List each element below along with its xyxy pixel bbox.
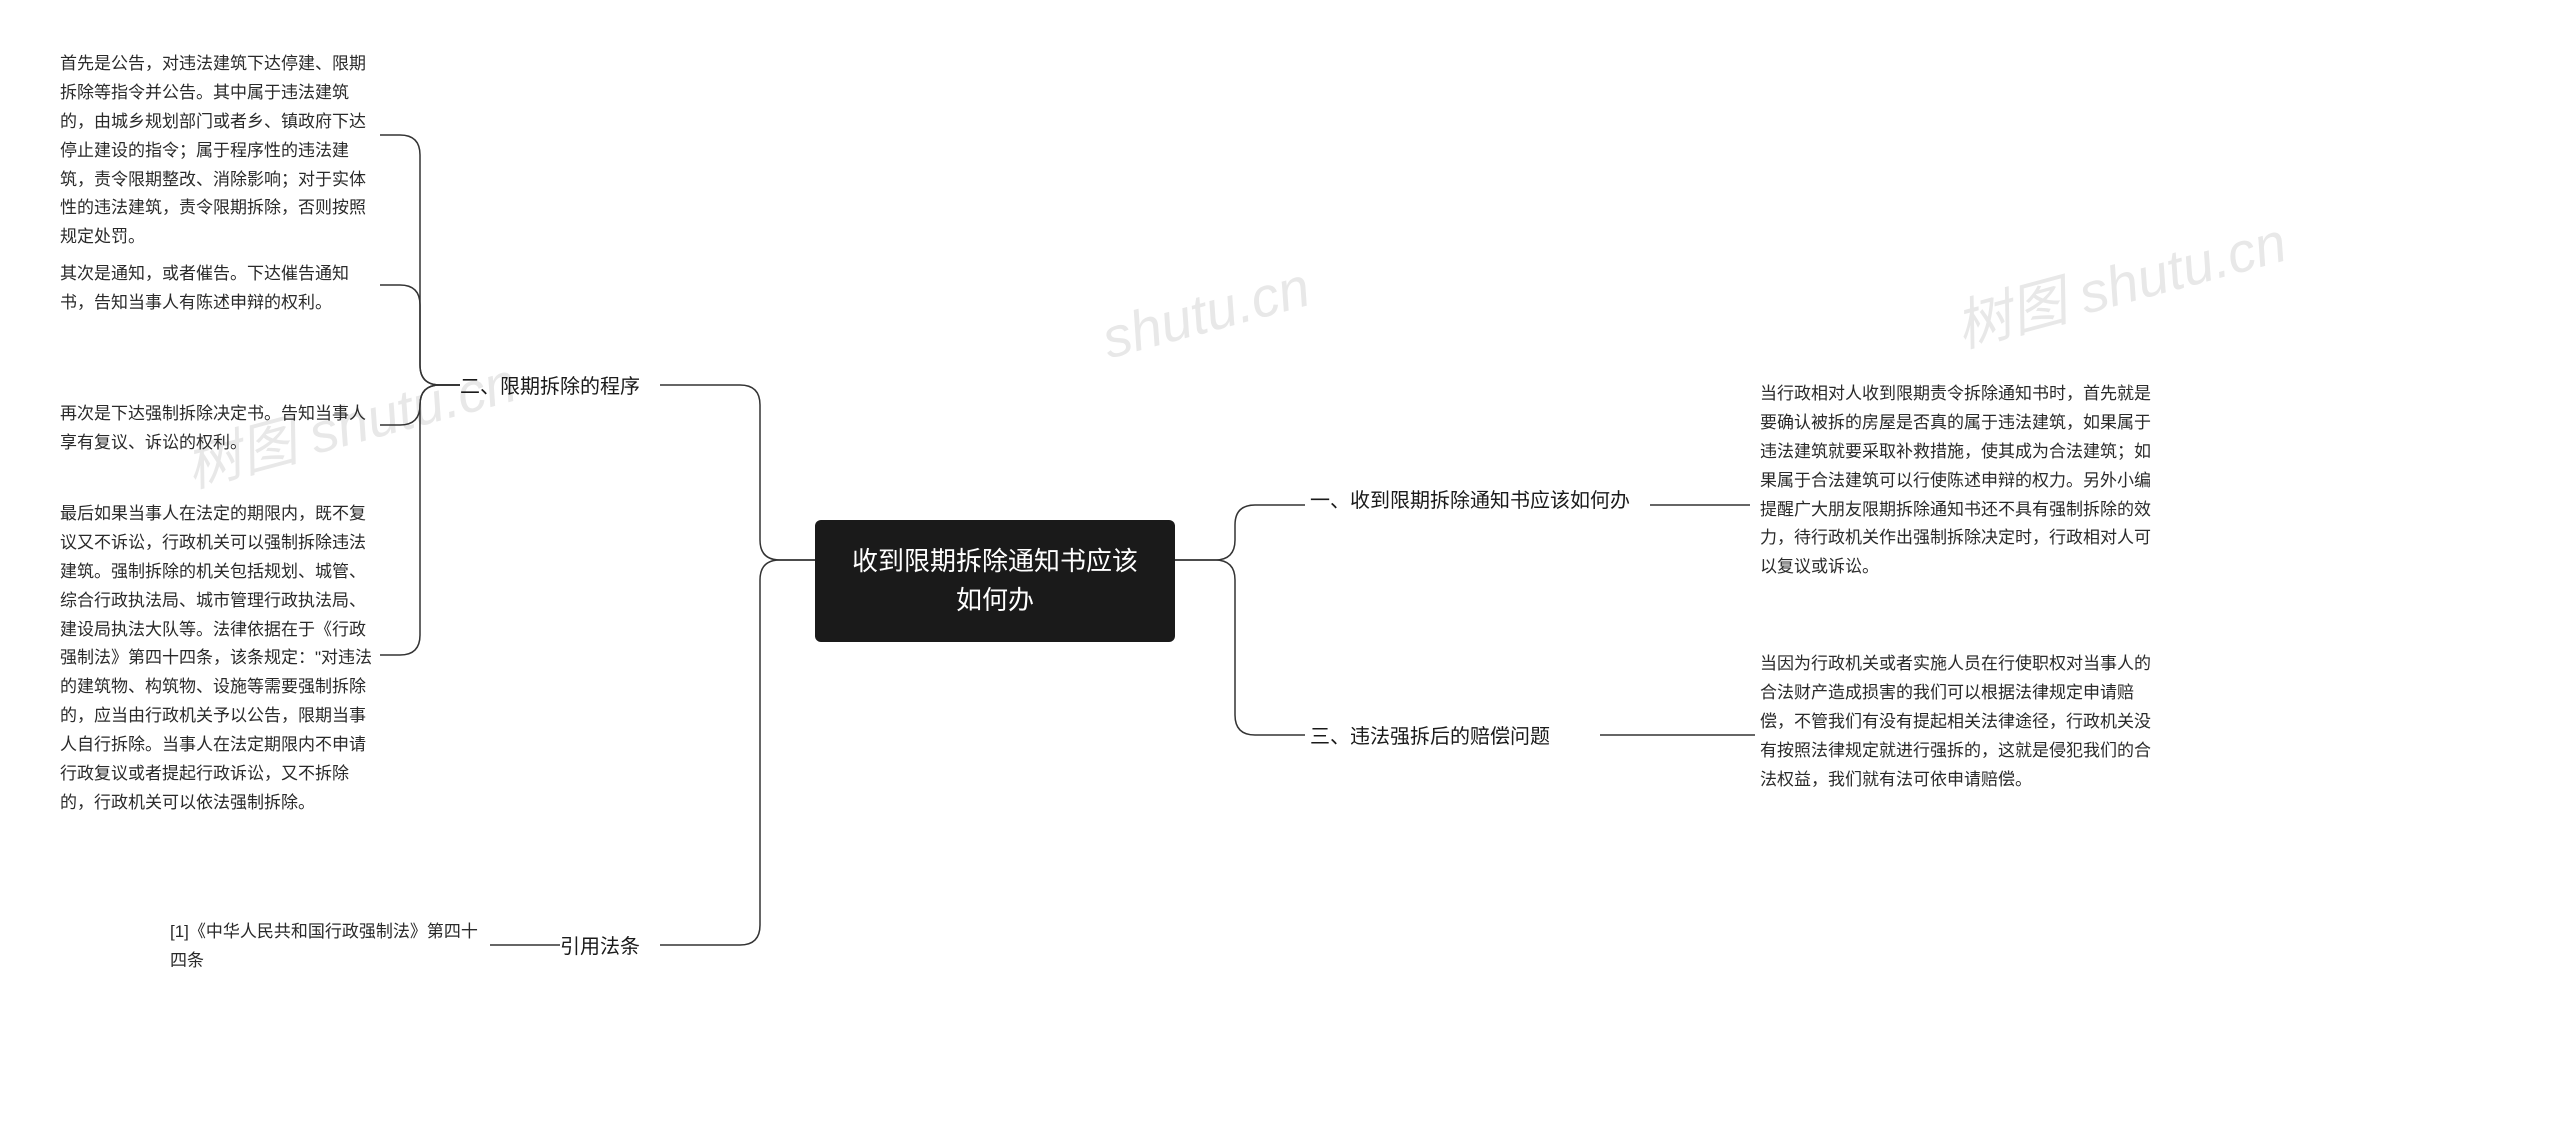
connector-branch1-detail [1650,495,1760,515]
branch-ref-label: 引用法条 [560,932,660,962]
connector-branch3-detail [1600,725,1760,745]
connector-center-left [660,380,820,960]
branch-2-detail-1: 首先是公告，对违法建筑下达停建、限期拆除等指令并公告。其中属于违法建筑的，由城乡… [60,50,380,252]
center-title-line2: 如何办 [851,581,1139,620]
watermark-3: 树图 shutu.cn [1945,197,2294,363]
branch-1-label: 一、收到限期拆除通知书应该如何办 [1310,486,1650,516]
branch-3-label: 三、违法强拆后的赔偿问题 [1310,722,1600,752]
connector-branch2-details [380,130,470,690]
connector-ref-detail [490,935,565,955]
branch-ref-detail: [1]《中华人民共和国行政强制法》第四十四条 [170,918,490,976]
watermark-2: shutu.cn [1095,254,1316,372]
branch-1-detail: 当行政相对人收到限期责令拆除通知书时，首先就是要确认被拆的房屋是否真的属于违法建… [1760,380,2160,582]
connector-center-right [1175,500,1335,760]
branch-2-detail-4: 最后如果当事人在法定的期限内，既不复议又不诉讼，行政机关可以强制拆除违法建筑。强… [60,500,380,818]
branch-2-label: 二、限期拆除的程序 [460,372,670,402]
center-title-line1: 收到限期拆除通知书应该 [851,542,1139,581]
branch-2-detail-2: 其次是通知，或者催告。下达催告通知书，告知当事人有陈述申辩的权利。 [60,260,380,318]
center-node: 收到限期拆除通知书应该 如何办 [815,520,1175,642]
branch-2-detail-3: 再次是下达强制拆除决定书。告知当事人享有复议、诉讼的权利。 [60,400,380,458]
branch-3-detail: 当因为行政机关或者实施人员在行使职权对当事人的合法财产造成损害的我们可以根据法律… [1760,650,2160,794]
